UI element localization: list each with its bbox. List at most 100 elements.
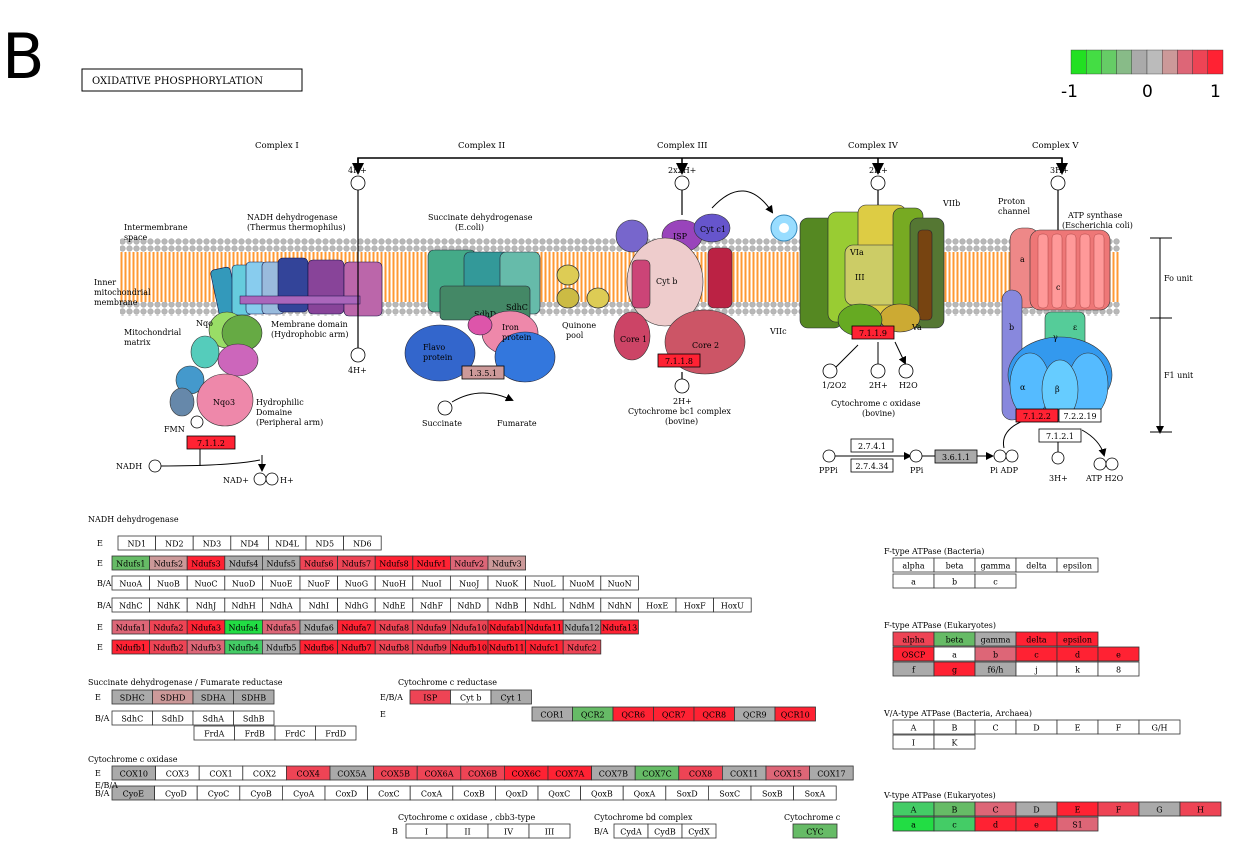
gene-cell[interactable]: NdhK (149, 597, 188, 613)
gene-cell[interactable]: Ndufs3 (186, 555, 226, 571)
gene-cell[interactable]: NdhH (224, 597, 263, 613)
gene-cell[interactable]: Ndufv3 (487, 555, 526, 571)
gene-cell[interactable]: COX6A (416, 765, 462, 781)
gene-cell[interactable]: Ndufb6 (299, 639, 338, 655)
gene-cell[interactable]: CydB (647, 823, 683, 839)
gene-cell[interactable]: NuoD (224, 575, 263, 591)
gene-cell[interactable]: COX5A (329, 765, 374, 781)
gene-cell[interactable]: Ndufa4 (224, 619, 263, 635)
gene-cell[interactable]: Ndufb3 (186, 639, 226, 655)
gene-cell[interactable]: COX11 (722, 765, 767, 781)
gene-cell[interactable]: C (974, 801, 1017, 817)
gene-cell[interactable]: G (1138, 801, 1181, 817)
gene-cell[interactable]: Cyt 1 (490, 689, 532, 705)
gene-cell[interactable]: f (892, 661, 935, 677)
ec-box[interactable]: 7.1.1.2 (186, 435, 236, 450)
gene-cell[interactable]: D (1015, 719, 1058, 735)
gene-cell[interactable]: Ndufab1 (487, 619, 526, 635)
gene-cell[interactable]: A (892, 801, 935, 817)
gene-cell[interactable]: beta (933, 631, 976, 647)
gene-cell[interactable]: FrdC (274, 725, 316, 741)
gene-cell[interactable]: a (892, 573, 935, 589)
gene-cell[interactable]: a (892, 816, 935, 832)
gene-cell[interactable]: gamma (974, 631, 1017, 647)
gene-cell[interactable]: NuoI (412, 575, 451, 591)
gene-cell[interactable]: SoxD (665, 785, 709, 801)
gene-cell[interactable]: NuoA (111, 575, 150, 591)
gene-cell[interactable]: Ndufb8 (374, 639, 414, 655)
gene-cell[interactable]: CoxC (367, 785, 411, 801)
gene-cell[interactable]: Ndufa5 (261, 619, 301, 635)
gene-cell[interactable]: COX8 (678, 765, 723, 781)
gene-cell[interactable]: QCR7 (653, 706, 695, 722)
gene-cell[interactable]: NuoE (261, 575, 301, 591)
gene-cell[interactable]: IV (487, 823, 530, 839)
gene-cell[interactable]: beta (933, 557, 976, 573)
gene-cell[interactable]: SDHB (233, 689, 275, 705)
gene-cell[interactable]: ND6 (343, 535, 382, 551)
gene-cell[interactable]: Ndufs7 (337, 555, 376, 571)
gene-cell[interactable]: 8 (1097, 661, 1140, 677)
gene-cell[interactable]: Ndufb4 (224, 639, 263, 655)
gene-cell[interactable]: SoxB (750, 785, 794, 801)
gene-cell[interactable]: Ndufc2 (562, 639, 602, 655)
gene-cell[interactable]: SoxA (793, 785, 837, 801)
gene-cell[interactable]: COX3 (155, 765, 200, 781)
gene-cell[interactable]: ISP (409, 689, 451, 705)
gene-cell[interactable]: QCR10 (774, 706, 816, 722)
gene-cell[interactable]: Ndufs6 (299, 555, 338, 571)
gene-cell[interactable]: k (1056, 661, 1099, 677)
gene-cell[interactable]: d (1056, 646, 1099, 662)
gene-cell[interactable]: QoxC (537, 785, 581, 801)
gene-cell[interactable]: NuoH (374, 575, 414, 591)
gene-cell[interactable]: CyoE (111, 785, 155, 801)
gene-cell[interactable]: e (1015, 816, 1058, 832)
gene-cell[interactable]: COX17 (809, 765, 854, 781)
gene-cell[interactable]: COX6B (460, 765, 505, 781)
gene-cell[interactable]: SoxC (708, 785, 752, 801)
gene-cell[interactable]: NuoM (562, 575, 602, 591)
gene-cell[interactable]: HoxE (638, 597, 677, 613)
gene-cell[interactable]: Ndufa3 (186, 619, 226, 635)
gene-cell[interactable]: COX2 (242, 765, 287, 781)
gene-cell[interactable]: Ndufa9 (412, 619, 451, 635)
gene-cell[interactable]: Ndufa7 (337, 619, 376, 635)
gene-cell[interactable]: epsilon (1056, 631, 1099, 647)
gene-cell[interactable]: COX6C (503, 765, 549, 781)
gene-cell[interactable]: QCR9 (734, 706, 776, 722)
gene-cell[interactable]: ND4 (230, 535, 269, 551)
gene-cell[interactable]: Ndufa10 (449, 619, 489, 635)
gene-cell[interactable]: b (933, 573, 976, 589)
gene-cell[interactable]: COX7B (591, 765, 636, 781)
gene-cell[interactable]: SDHD (152, 689, 194, 705)
gene-cell[interactable]: E (1056, 719, 1099, 735)
gene-cell[interactable]: NdhI (299, 597, 338, 613)
gene-cell[interactable]: c (974, 573, 1017, 589)
gene-cell[interactable]: QCR8 (693, 706, 735, 722)
gene-cell[interactable]: j (1015, 661, 1058, 677)
gene-cell[interactable]: Ndufb2 (149, 639, 188, 655)
gene-cell[interactable]: COX10 (111, 765, 156, 781)
gene-cell[interactable]: Ndufb7 (337, 639, 376, 655)
gene-cell[interactable]: NuoK (487, 575, 526, 591)
gene-cell[interactable]: C (974, 719, 1017, 735)
gene-cell[interactable]: CoxA (409, 785, 454, 801)
gene-cell[interactable]: ND1 (117, 535, 156, 551)
gene-cell[interactable]: delta (1015, 631, 1058, 647)
gene-cell[interactable]: FrdD (315, 725, 357, 741)
ec-box[interactable]: 7.2.2.19 (1058, 408, 1102, 423)
gene-cell[interactable]: COX1 (198, 765, 244, 781)
gene-cell[interactable]: Ndufs5 (261, 555, 301, 571)
gene-cell[interactable]: F (1097, 801, 1140, 817)
gene-cell[interactable]: CyoC (196, 785, 241, 801)
gene-cell[interactable]: Ndufc1 (525, 639, 564, 655)
gene-cell[interactable]: QCR2 (572, 706, 614, 722)
gene-cell[interactable]: NdhA (261, 597, 301, 613)
gene-cell[interactable]: CydA (613, 823, 649, 839)
gene-cell[interactable]: Ndufs4 (224, 555, 263, 571)
gene-cell[interactable]: QCR6 (612, 706, 654, 722)
gene-cell[interactable]: Cyt b (450, 689, 492, 705)
gene-cell[interactable]: Ndufb10 (449, 639, 489, 655)
gene-cell[interactable]: G/H (1138, 719, 1181, 735)
gene-cell[interactable]: HoxU (713, 597, 752, 613)
